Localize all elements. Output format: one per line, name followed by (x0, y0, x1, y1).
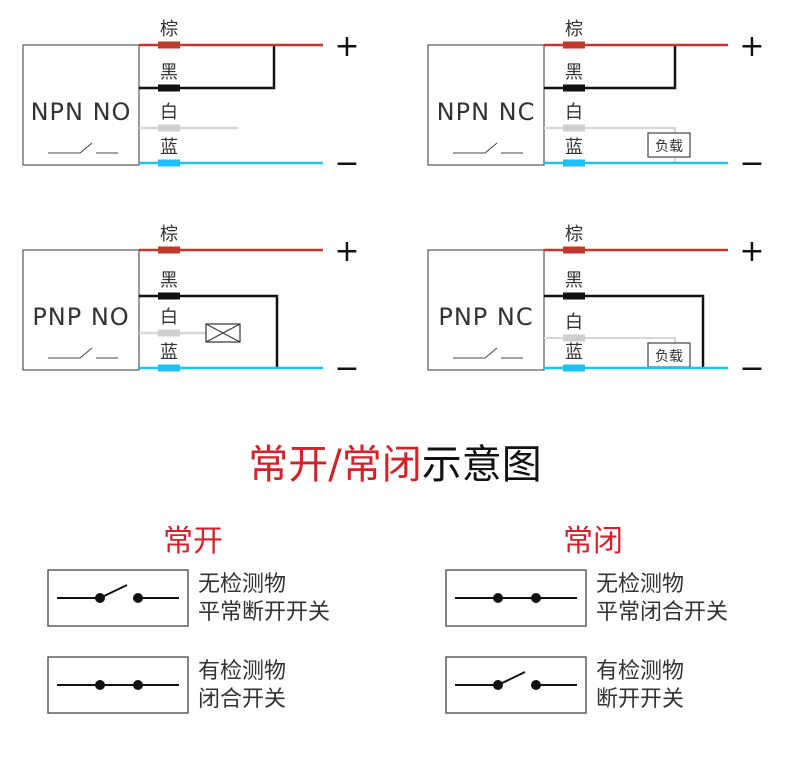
load-box (647, 342, 691, 368)
brown-wire-sleeve (158, 41, 180, 49)
switch-symbol (48, 347, 118, 359)
black-wire (139, 45, 276, 90)
blue-wire-label: 蓝 (160, 342, 178, 363)
legend-line2: 平常闭合开关 (596, 600, 728, 625)
title-red: 常开/常闭 (248, 442, 421, 488)
blue-wire-sleeve (158, 159, 180, 167)
blue-wire-sleeve (563, 159, 585, 167)
minus-sign: − (334, 351, 359, 386)
white-wire-sleeve (158, 329, 180, 337)
closed-switch-icon (57, 680, 179, 690)
blue-wire-sleeve (158, 364, 180, 372)
legend-line1: 有检测物 (198, 659, 286, 684)
brown-wire-sleeve (563, 246, 585, 254)
black-wire (544, 294, 705, 368)
black-wire (139, 294, 279, 368)
brown-wire-label: 棕 (160, 19, 178, 40)
switch-symbol (453, 142, 523, 154)
sensor-box (427, 249, 545, 371)
switch-symbol (453, 347, 523, 359)
title-black: 示意图 (422, 442, 542, 488)
black-wire (544, 45, 677, 90)
black-wire-sleeve (563, 84, 585, 92)
white-wire-label: 白 (160, 102, 178, 123)
minus-sign: − (739, 146, 764, 181)
sensor-type-label: PNP NO (32, 303, 129, 331)
legend-heading: 常闭 (563, 524, 623, 559)
black-wire-sleeve (158, 292, 180, 300)
black-wire-sleeve (563, 292, 585, 300)
plus-sign: + (739, 29, 764, 64)
minus-sign: − (739, 351, 764, 386)
black-wire-label: 黑 (160, 62, 178, 83)
legend-line2: 断开开关 (596, 687, 684, 712)
switch-symbol (48, 142, 118, 154)
sensor-type-label: NPN NC (437, 98, 536, 126)
blue-wire-label: 蓝 (565, 137, 583, 158)
sensor-type-label: PNP NC (438, 303, 533, 331)
legend-heading: 常开 (163, 524, 223, 559)
blue-wire-sleeve (563, 364, 585, 372)
minus-sign: − (334, 146, 359, 181)
black-wire-label: 黑 (565, 62, 583, 83)
switch-box (47, 656, 189, 714)
load-label: 负载 (655, 139, 683, 155)
plus-sign: + (334, 29, 359, 64)
blue-wire-label: 蓝 (160, 137, 178, 158)
switch-box (445, 569, 587, 627)
legend-line1: 有检测物 (596, 659, 684, 684)
load-box (647, 132, 691, 158)
plus-sign: + (739, 234, 764, 269)
brown-wire-sleeve (563, 41, 585, 49)
black-wire-label: 黑 (565, 270, 583, 291)
open-switch-icon (57, 584, 179, 603)
white-wire-label: 白 (160, 307, 178, 328)
switch-box (445, 656, 587, 714)
legend-line1: 无检测物 (596, 572, 684, 597)
load-icon (205, 323, 241, 343)
sensor-box (22, 44, 140, 166)
white-wire-sleeve (563, 334, 585, 342)
sensor-box (427, 44, 545, 166)
white-wire-label: 白 (565, 312, 583, 333)
brown-wire-label: 棕 (565, 224, 583, 245)
blue-wire-label: 蓝 (565, 342, 583, 363)
white-wire-sleeve (563, 124, 585, 132)
white-wire-sleeve (158, 124, 180, 132)
sensor-box (22, 249, 140, 371)
closed-switch-icon (455, 593, 577, 603)
brown-wire-sleeve (158, 246, 180, 254)
plus-sign: + (334, 234, 359, 269)
legend-line2: 闭合开关 (198, 687, 286, 712)
switch-box (47, 569, 189, 627)
brown-wire-label: 棕 (565, 19, 583, 40)
legend-line1: 无检测物 (198, 572, 286, 597)
legend-line2: 平常断开开关 (198, 600, 330, 625)
diagram-title: 常开/常闭示意图 (248, 442, 541, 488)
load-label: 负载 (655, 349, 683, 365)
brown-wire-label: 棕 (160, 224, 178, 245)
sensor-type-label: NPN NO (31, 98, 132, 126)
black-wire-label: 黑 (160, 270, 178, 291)
black-wire-sleeve (158, 84, 180, 92)
white-wire-label: 白 (565, 102, 583, 123)
open-switch-icon (455, 671, 577, 690)
